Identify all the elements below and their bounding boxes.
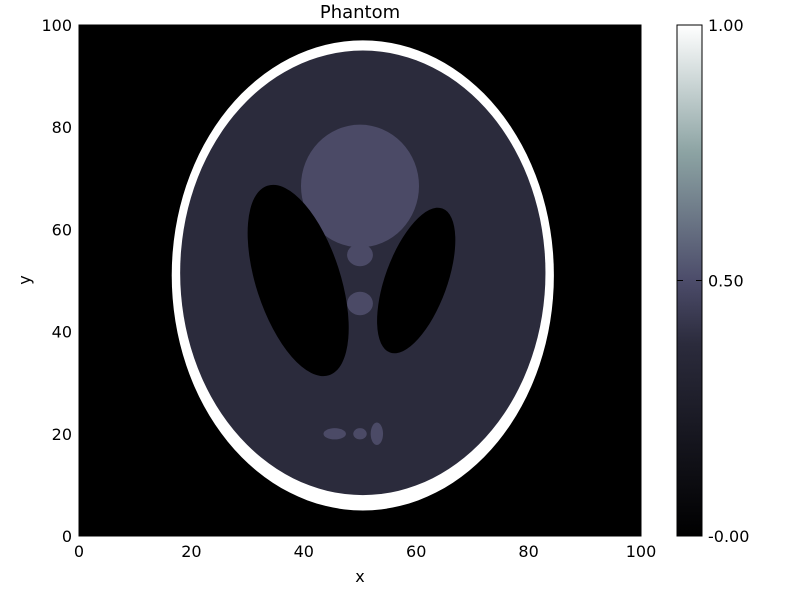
x-tick-label: 20 <box>181 542 201 561</box>
y-tick-label: 0 <box>62 527 72 546</box>
y-axis: 0 20 40 60 80 100 <box>41 16 641 546</box>
small-blob-bottom-right <box>370 422 384 446</box>
right-dark-ellipse <box>377 207 456 354</box>
x-tick-label: 0 <box>74 542 84 561</box>
y-tick-label: 20 <box>52 425 72 444</box>
colorbar-tick-label: -0.00 <box>708 527 749 546</box>
small-blob-upper <box>347 243 373 267</box>
x-tick-label: 100 <box>626 542 657 561</box>
y-tick-label: 60 <box>52 220 72 239</box>
x-axis: 0 20 40 60 80 100 <box>74 25 656 561</box>
chart-title: Phantom <box>320 2 400 23</box>
x-tick-label: 60 <box>406 542 426 561</box>
x-tick-label: 40 <box>294 542 314 561</box>
colorbar-tick-label: 1.00 <box>708 16 744 35</box>
colorbar-tick-label: 0.50 <box>708 272 744 291</box>
upper-blob-ellipse <box>300 124 420 248</box>
tissue-ellipse <box>180 50 546 496</box>
axes-frame <box>78 24 642 537</box>
x-axis-label: x <box>355 567 364 586</box>
small-blob-bottom-left <box>323 428 346 440</box>
phantom-image <box>171 40 554 511</box>
y-tick-label: 80 <box>52 118 72 137</box>
small-blob-bottom-center <box>353 428 367 440</box>
y-axis-label: y <box>15 275 34 284</box>
x-tick-label: 80 <box>518 542 538 561</box>
left-dark-ellipse <box>247 184 349 377</box>
small-blob-middle <box>347 291 373 316</box>
plot-area <box>79 25 641 536</box>
y-tick-label: 40 <box>52 323 72 342</box>
y-tick-label: 100 <box>41 16 72 35</box>
colorbar-axis: 1.00 0.50 -0.00 <box>677 16 749 546</box>
